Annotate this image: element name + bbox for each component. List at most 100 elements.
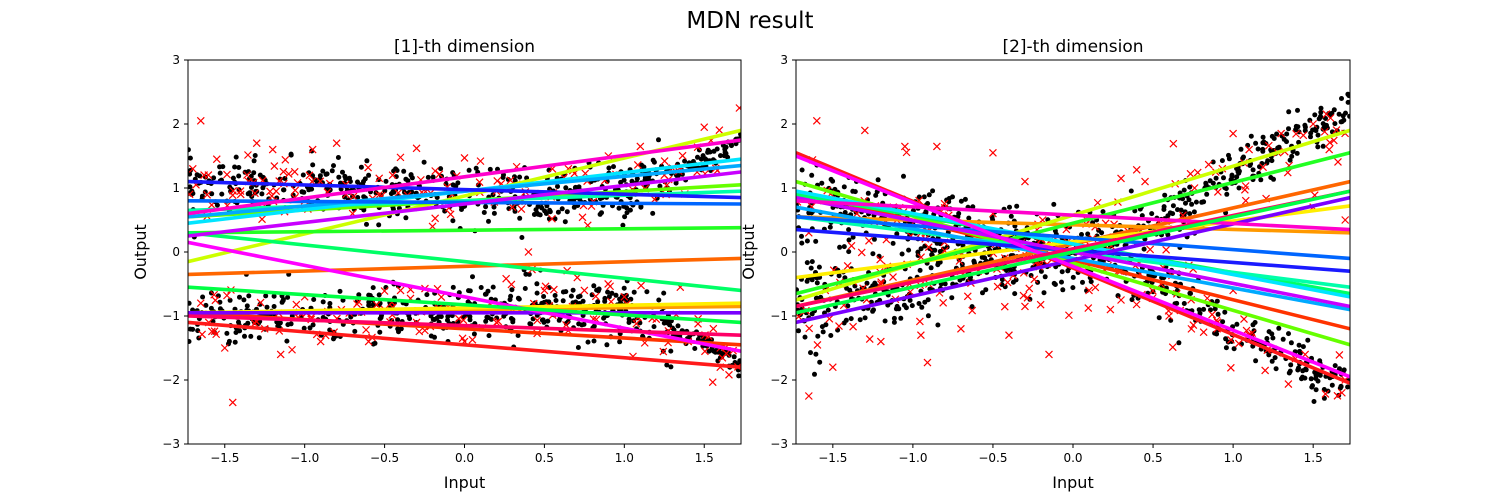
sample-marker xyxy=(349,192,358,201)
data-point xyxy=(1219,158,1225,164)
data-point xyxy=(722,146,728,152)
sample-marker xyxy=(578,213,587,222)
data-point xyxy=(396,329,401,335)
sample-marker xyxy=(1168,343,1177,352)
data-point xyxy=(1284,131,1290,137)
x-tick-label: −1.0 xyxy=(898,451,927,465)
component-line-14 xyxy=(188,179,741,200)
data-point xyxy=(922,299,928,305)
sample-marker xyxy=(923,358,932,367)
data-point xyxy=(695,154,700,160)
data-point xyxy=(1149,211,1155,217)
data-point xyxy=(364,221,369,227)
data-point xyxy=(705,149,711,155)
data-point xyxy=(870,251,876,257)
data-point xyxy=(714,146,720,152)
data-point xyxy=(1214,298,1220,304)
sample-marker xyxy=(1259,163,1267,172)
sample-marker xyxy=(1320,127,1329,136)
component-line-16 xyxy=(188,170,741,238)
sample-marker xyxy=(250,319,259,328)
sample-marker xyxy=(1321,389,1330,398)
sample-marker xyxy=(1261,366,1270,375)
data-point xyxy=(1271,176,1276,182)
data-point xyxy=(516,296,522,302)
sample-marker xyxy=(1030,275,1039,284)
sample-marker xyxy=(636,142,645,151)
data-point xyxy=(813,351,819,357)
sample-marker xyxy=(1084,304,1093,313)
data-point xyxy=(244,303,250,309)
data-point xyxy=(252,153,258,158)
data-point xyxy=(403,215,409,221)
sample-marker xyxy=(305,171,314,180)
data-point xyxy=(555,209,561,215)
data-point xyxy=(1347,113,1350,119)
sample-marker xyxy=(1264,141,1273,150)
sample-marker xyxy=(276,350,285,359)
data-point xyxy=(1258,177,1264,183)
sample-marker xyxy=(475,178,484,187)
data-point xyxy=(366,292,372,298)
sample-marker xyxy=(548,214,556,223)
data-point xyxy=(560,298,566,304)
data-point xyxy=(809,311,815,317)
data-point xyxy=(949,295,955,301)
data-point xyxy=(352,328,358,334)
y-tick-label: 1 xyxy=(172,181,180,195)
y-tick-label: 3 xyxy=(172,53,180,67)
data-point xyxy=(639,162,645,168)
sample-marker xyxy=(220,344,229,352)
sample-marker xyxy=(236,187,245,196)
sample-marker xyxy=(700,347,709,356)
data-point xyxy=(815,333,821,339)
component-lines xyxy=(188,128,741,369)
sample-marker xyxy=(1325,145,1334,154)
data-point xyxy=(226,338,232,344)
data-point xyxy=(279,299,285,305)
sample-marker xyxy=(955,257,964,265)
data-point xyxy=(1007,204,1012,210)
data-point xyxy=(442,208,448,214)
sample-marker xyxy=(580,286,589,295)
data-point xyxy=(1170,203,1176,209)
data-point xyxy=(211,175,217,181)
data-point xyxy=(1189,201,1195,207)
sample-marker xyxy=(229,186,238,195)
data-point xyxy=(926,192,932,198)
sample-marker xyxy=(353,300,361,309)
sample-marker xyxy=(1335,351,1344,359)
y-tick-label: −2 xyxy=(162,373,180,387)
data-point xyxy=(563,289,569,295)
data-point xyxy=(841,184,847,190)
data-point xyxy=(233,154,239,160)
data-point xyxy=(467,314,473,320)
data-point xyxy=(1340,113,1346,119)
data-point xyxy=(1186,197,1192,203)
subplot-dimension-1: −1.5 −1.0 −0.5 0.0 0.5 1.0 1.5 −3 −2 −1 0 1 2 3 [1]-th… xyxy=(131,37,742,492)
data-point xyxy=(906,247,912,253)
sample-marker xyxy=(715,126,724,135)
data-point xyxy=(1260,134,1266,140)
data-point xyxy=(796,328,801,334)
data-point xyxy=(1042,274,1048,280)
data-point xyxy=(1331,107,1337,113)
x-tick-label: 1.0 xyxy=(1224,451,1243,465)
data-point xyxy=(490,284,496,290)
sample-marker xyxy=(1234,339,1243,348)
data-point xyxy=(1220,319,1226,325)
data-point xyxy=(650,210,656,216)
data-point xyxy=(1253,140,1259,146)
data-point xyxy=(568,293,574,299)
data-point xyxy=(893,306,899,312)
data-point xyxy=(535,204,541,209)
component-line-1 xyxy=(188,320,741,369)
data-point xyxy=(917,267,923,273)
data-point xyxy=(342,194,347,200)
data-point xyxy=(1234,174,1240,180)
sample-marker xyxy=(243,171,251,179)
data-point xyxy=(970,204,976,210)
x-tick-label: −0.5 xyxy=(978,451,1007,465)
sample-marker xyxy=(725,370,733,379)
data-point xyxy=(281,187,287,193)
